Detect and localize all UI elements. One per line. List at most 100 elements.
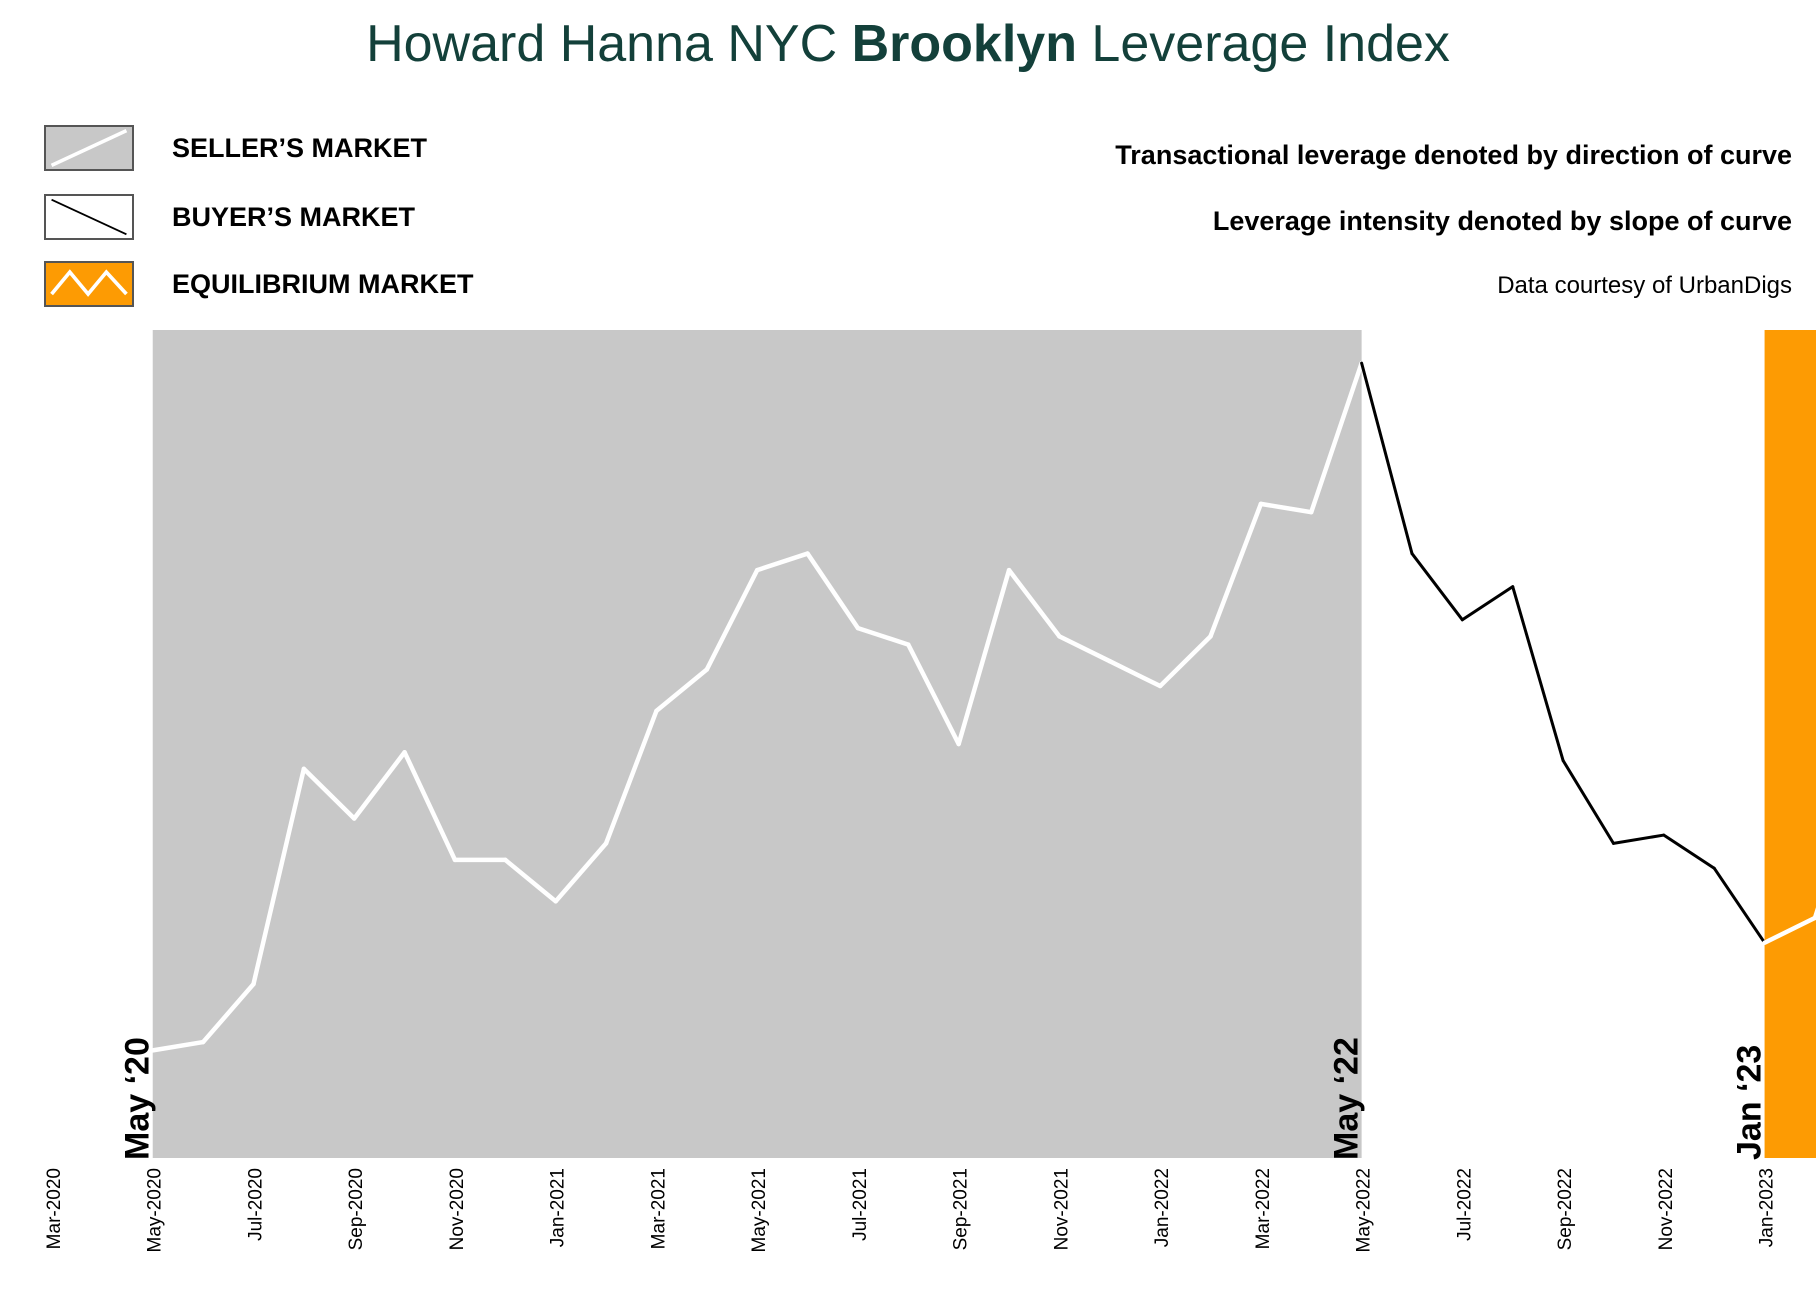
data-point <box>1713 867 1716 870</box>
series-segment <box>1762 915 1816 945</box>
series-segment <box>150 1039 206 1053</box>
page-title: Howard Hanna NYC Brooklyn Leverage Index <box>0 14 1816 74</box>
data-point <box>1108 660 1111 663</box>
x-tick-label: Mar-2021 <box>648 1168 669 1249</box>
data-point <box>353 817 356 820</box>
data-point <box>856 626 860 630</box>
region-band-seller-0 <box>152 330 1362 1158</box>
data-point <box>1612 842 1615 845</box>
data-point <box>1310 510 1313 514</box>
data-point <box>504 858 507 862</box>
series-segment <box>503 857 558 904</box>
data-point <box>554 900 557 903</box>
data-point <box>1058 635 1061 638</box>
x-tick-label: Jul-2021 <box>850 1168 871 1241</box>
series-segment <box>1057 634 1113 664</box>
data-point <box>806 552 809 555</box>
series-segment <box>1662 833 1716 870</box>
series-segment <box>1006 567 1062 639</box>
note-slope: Leverage intensity denoted by slope of c… <box>1212 206 1792 236</box>
x-tick-label: Jan-2022 <box>1152 1168 1173 1247</box>
x-tick-label: Sep-2022 <box>1555 1168 1576 1250</box>
x-tick-label: Jan-2023 <box>1757 1168 1778 1247</box>
series-segment <box>1107 658 1163 689</box>
data-point <box>957 742 960 746</box>
series-segment <box>956 567 1012 747</box>
data-point <box>1662 833 1666 837</box>
x-tick-label: May-2022 <box>1354 1168 1375 1253</box>
data-point <box>1360 361 1363 365</box>
x-tick-label: May-2020 <box>145 1168 166 1253</box>
data-point <box>655 709 658 713</box>
series-segment <box>1157 634 1213 689</box>
note-source: Data courtesy of UrbanDigs <box>1497 272 1792 299</box>
data-point <box>151 1049 154 1052</box>
seller-market-icon <box>44 125 134 171</box>
legend-label-equilibrium: EQUILIBRIUM MARKET <box>172 269 474 299</box>
series-segment <box>402 750 458 863</box>
series-segment <box>805 551 861 631</box>
series-segment <box>351 750 407 821</box>
x-tick-label: Nov-2021 <box>1051 1168 1072 1250</box>
series-segment <box>1258 501 1314 515</box>
series-segment <box>704 567 760 672</box>
series-segment <box>301 766 357 821</box>
series-segment <box>200 981 256 1045</box>
series-segment <box>1561 759 1615 845</box>
data-point <box>1007 568 1011 572</box>
x-tick-label: Sep-2021 <box>951 1168 972 1250</box>
series-segment <box>1460 585 1515 622</box>
x-tick-label: Nov-2020 <box>447 1168 468 1250</box>
series-segment <box>1611 833 1666 845</box>
x-tick-label: May-2021 <box>749 1168 770 1253</box>
x-tick-label: Nov-2022 <box>1656 1168 1677 1250</box>
series-segment <box>654 667 710 714</box>
data-point <box>1158 684 1162 688</box>
note-direction: Transactional leverage denoted by direct… <box>1115 140 1792 170</box>
series-segment <box>1410 552 1464 622</box>
buyer-market-icon <box>44 194 134 240</box>
title-bold: Brooklyn <box>851 15 1077 73</box>
data-point <box>453 858 457 862</box>
data-point <box>1209 635 1212 638</box>
data-point <box>403 751 406 754</box>
region-band-equilibrium-2 <box>1764 330 1816 1158</box>
data-point <box>1813 916 1816 920</box>
x-tick-label: Jan-2021 <box>548 1168 569 1247</box>
data-point <box>705 668 709 671</box>
x-tick-label: Mar-2020 <box>44 1168 65 1249</box>
data-point <box>1511 585 1514 588</box>
data-point <box>1461 618 1464 621</box>
legend-label-seller: SELLER’S MARKET <box>172 133 428 163</box>
data-point <box>1259 502 1263 506</box>
title-prefix: Howard Hanna NYC <box>366 15 852 73</box>
x-tick-label: Mar-2022 <box>1253 1168 1274 1249</box>
series-segment <box>1208 501 1264 639</box>
region-label: May ‘20 <box>119 1037 157 1160</box>
x-tick-label: Sep-2020 <box>346 1168 367 1250</box>
series-segment <box>906 642 961 747</box>
data-point <box>302 767 306 771</box>
region-label: Jan ‘23 <box>1731 1045 1769 1160</box>
series-segment <box>754 551 810 573</box>
series-segment <box>553 841 609 904</box>
data-point <box>201 1040 205 1044</box>
series-segment <box>1309 360 1364 515</box>
data-point <box>755 568 759 572</box>
data-point <box>252 982 255 986</box>
data-point <box>1763 941 1766 944</box>
data-point <box>1561 759 1565 762</box>
data-point <box>907 643 910 646</box>
series-segment <box>1712 866 1767 945</box>
series-segment <box>251 766 307 987</box>
series-segment <box>1360 361 1414 556</box>
series-segment <box>855 625 911 647</box>
data-point <box>1410 552 1414 555</box>
series-segment <box>1511 585 1565 763</box>
equilibrium-market-icon <box>44 261 134 307</box>
x-tick-label: Jul-2022 <box>1454 1168 1475 1241</box>
region-label: May ‘22 <box>1328 1037 1366 1160</box>
x-tick-label: Jul-2020 <box>245 1168 266 1241</box>
data-point <box>604 842 608 845</box>
legend-label-buyer: BUYER’S MARKET <box>172 202 416 232</box>
